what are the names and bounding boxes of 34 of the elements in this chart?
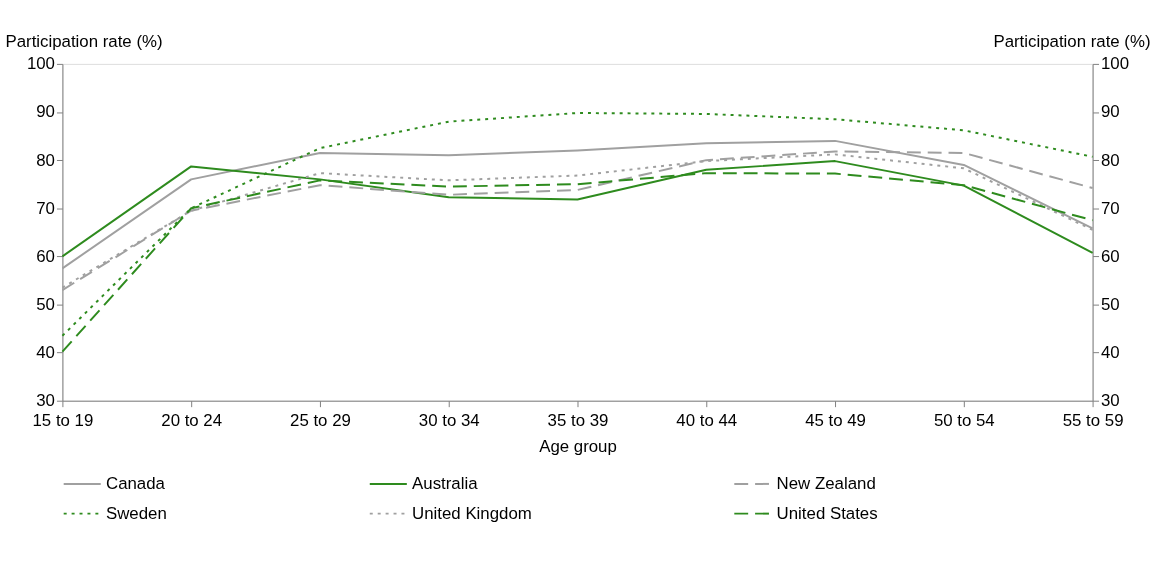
y2-tick-label: 90 [1101,102,1120,122]
x-tick-label: 25 to 29 [290,410,351,430]
y-axis-title: Participation rate (%) [5,31,163,51]
legend-label: United States [776,503,878,523]
y-tick-label: 100 [26,54,55,74]
y2-tick-label: 60 [1101,246,1120,266]
y-tick-label: 60 [36,246,55,266]
x-tick-label: 15 to 19 [32,410,94,430]
legend-label: United Kingdom [412,503,532,523]
y2-tick-label: 80 [1101,150,1120,170]
y2-tick-label: 100 [1101,54,1130,74]
y-tick-label: 30 [36,391,55,411]
x-tick-label: 40 to 44 [676,410,738,430]
legend-label: Sweden [105,503,167,523]
y2-axis-title: Participation rate (%) [993,31,1151,51]
legend-label: Canada [105,473,166,493]
x-tick-label: 20 to 24 [161,410,223,430]
x-tick-label: 35 to 39 [547,410,609,430]
legend-label: New Zealand [776,473,876,493]
y2-tick-label: 50 [1101,294,1120,314]
y-tick-label: 40 [36,343,55,363]
y2-tick-label: 70 [1101,198,1120,218]
x-tick-label: 50 to 54 [933,410,995,430]
legend-label: Australia [412,473,479,493]
x-tick-label: 30 to 34 [418,410,480,430]
x-axis-title: Age group [539,436,617,456]
x-tick-label: 45 to 49 [805,410,866,430]
y-tick-label: 50 [36,294,55,314]
x-tick-label: 55 to 59 [1062,410,1124,430]
y-tick-label: 70 [36,198,55,218]
y2-tick-label: 30 [1101,391,1120,411]
y-tick-label: 80 [36,150,55,170]
y-tick-label: 90 [36,102,55,122]
y2-tick-label: 40 [1101,343,1120,363]
